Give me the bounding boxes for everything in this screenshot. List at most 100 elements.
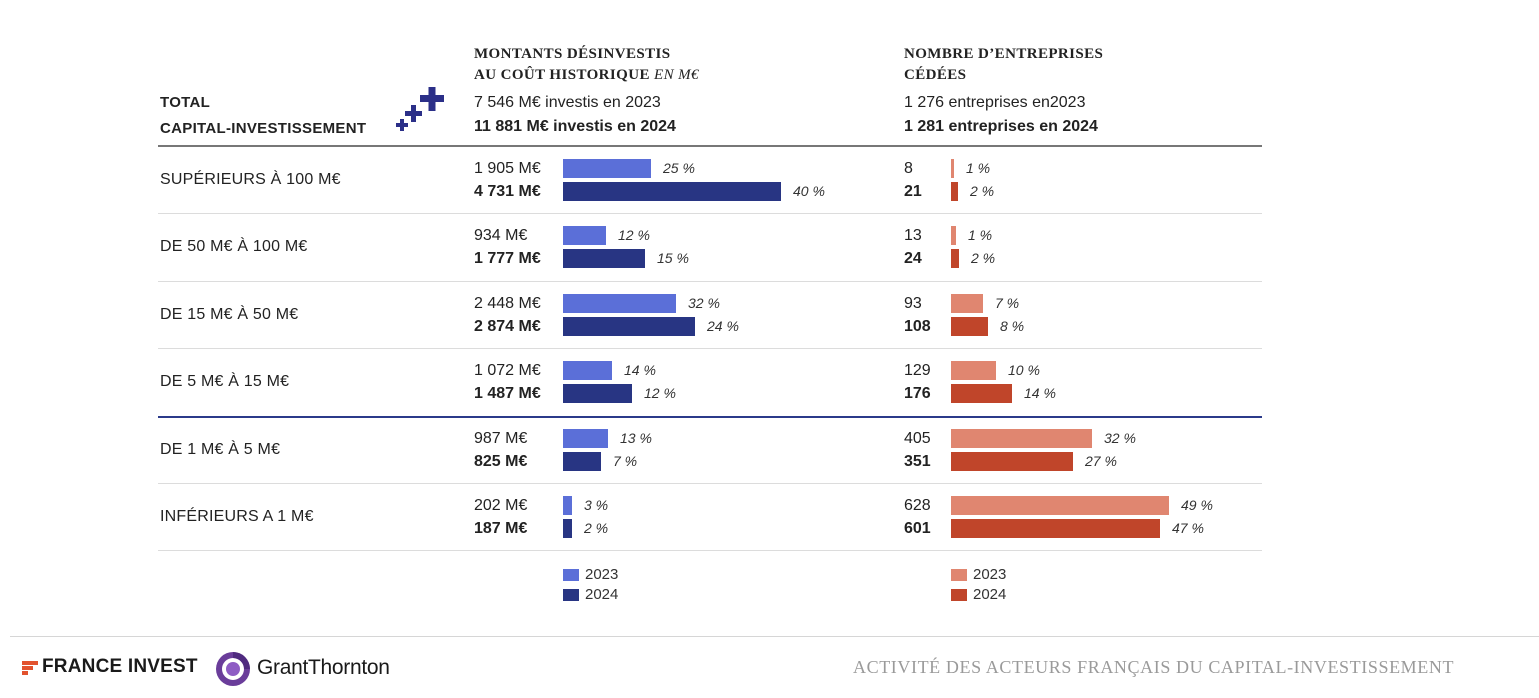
companies-bar-2024 (951, 519, 1160, 538)
category-label: SUPÉRIEURS À 100 M€ (160, 171, 341, 188)
france-invest-logo-text: FRANCE INVEST (42, 656, 198, 677)
section-separator (158, 416, 1262, 418)
companies-bar-2024 (951, 452, 1073, 471)
count-total-2024: 1 281 entreprises en 2024 (904, 118, 1098, 135)
amounts-bar-2023 (563, 496, 572, 515)
companies-bar-2023 (951, 361, 996, 380)
amounts-bar-2024 (563, 317, 695, 336)
total-label-line2: CAPITAL-INVESTISSEMENT (160, 120, 367, 137)
amounts-value-2023: 987 M€ (474, 430, 528, 447)
amounts-pct-2023: 12 % (618, 227, 650, 243)
amount-title-line2: AU COÛT HISTORIQUE EN M€ (474, 67, 699, 83)
amount-title-unit: EN M€ (654, 67, 699, 83)
category-label: DE 50 M€ À 100 M€ (160, 238, 308, 255)
category-label: DE 15 M€ À 50 M€ (160, 306, 299, 323)
companies-bar-2024 (951, 317, 988, 336)
grant-thornton-logo-text: GrantThornton (257, 656, 390, 679)
legend-amount-2024-label: 2024 (585, 586, 619, 603)
companies-value-2023: 8 (904, 160, 913, 177)
companies-bar-2023 (951, 496, 1169, 515)
amounts-pct-2024: 40 % (793, 183, 825, 199)
companies-pct-2023: 49 % (1181, 497, 1213, 513)
companies-pct-2023: 1 % (968, 227, 993, 243)
amounts-value-2024: 2 874 M€ (474, 318, 541, 335)
companies-bar-2023 (951, 429, 1092, 448)
row-separator (158, 281, 1262, 282)
amounts-bar-2023 (563, 159, 651, 178)
amounts-pct-2023: 13 % (620, 430, 652, 446)
row-separator (158, 483, 1262, 484)
amounts-bar-2023 (563, 226, 606, 245)
amount-title-line1: MONTANTS DÉSINVESTIS (474, 46, 671, 62)
amounts-pct-2023: 32 % (688, 295, 720, 311)
footer-divider (10, 636, 1539, 637)
amounts-pct-2024: 2 % (584, 520, 609, 536)
amounts-bar-2024 (563, 384, 632, 403)
count-total-2023: 1 276 entreprises en2023 (904, 94, 1086, 111)
amounts-pct-2024: 7 % (613, 453, 638, 469)
footer-report-title: ACTIVITÉ DES ACTEURS FRANÇAIS DU CAPITAL… (853, 657, 1455, 677)
companies-pct-2024: 27 % (1085, 453, 1117, 469)
amounts-bar-2024 (563, 182, 781, 201)
companies-bar-2023 (951, 159, 954, 178)
legend-amount-2024-swatch (563, 589, 579, 601)
companies-pct-2024: 47 % (1172, 520, 1204, 536)
amounts-pct-2023: 25 % (663, 160, 695, 176)
france-invest-logo-icon (22, 661, 38, 675)
companies-bar-2024 (951, 249, 959, 268)
amounts-bar-2023 (563, 429, 608, 448)
category-label: DE 5 M€ À 15 M€ (160, 373, 290, 390)
companies-value-2024: 108 (904, 318, 931, 335)
companies-pct-2024: 2 % (970, 183, 995, 199)
companies-bar-2023 (951, 226, 956, 245)
companies-value-2024: 24 (904, 250, 922, 267)
companies-pct-2024: 2 % (971, 250, 996, 266)
amounts-value-2023: 202 M€ (474, 497, 528, 514)
grant-thornton-logo-icon (216, 652, 250, 686)
amounts-value-2023: 1 905 M€ (474, 160, 541, 177)
companies-value-2023: 129 (904, 362, 931, 379)
header-separator (158, 145, 1262, 147)
amounts-pct-2024: 12 % (644, 385, 676, 401)
category-label: INFÉRIEURS A 1 M€ (160, 508, 314, 525)
companies-pct-2023: 10 % (1008, 362, 1040, 378)
amounts-value-2023: 2 448 M€ (474, 295, 541, 312)
amounts-value-2023: 934 M€ (474, 227, 528, 244)
companies-pct-2024: 14 % (1024, 385, 1056, 401)
companies-value-2023: 13 (904, 227, 922, 244)
row-separator (158, 213, 1262, 214)
companies-value-2024: 21 (904, 183, 922, 200)
amounts-bar-2023 (563, 361, 612, 380)
amounts-bar-2023 (563, 294, 676, 313)
companies-value-2024: 176 (904, 385, 931, 402)
amounts-value-2024: 4 731 M€ (474, 183, 541, 200)
companies-value-2024: 351 (904, 453, 931, 470)
companies-value-2023: 405 (904, 430, 931, 447)
category-label: DE 1 M€ À 5 M€ (160, 441, 281, 458)
companies-bar-2023 (951, 294, 983, 313)
row-separator (158, 550, 1262, 551)
legend-count-2023-swatch (951, 569, 967, 581)
companies-pct-2023: 7 % (995, 295, 1020, 311)
companies-value-2023: 93 (904, 295, 922, 312)
companies-value-2023: 628 (904, 497, 931, 514)
amount-total-2024: 11 881 M€ investis en 2024 (474, 118, 676, 135)
amounts-value-2024: 825 M€ (474, 453, 528, 470)
count-title-line1: NOMBRE D’ENTREPRISES (904, 46, 1104, 62)
plus-crosses-icon (396, 87, 444, 131)
row-separator (158, 348, 1262, 349)
amounts-pct-2023: 3 % (584, 497, 609, 513)
companies-pct-2023: 32 % (1104, 430, 1136, 446)
amounts-bar-2024 (563, 519, 572, 538)
amounts-pct-2023: 14 % (624, 362, 656, 378)
legend-count-2024-label: 2024 (973, 586, 1007, 603)
companies-bar-2024 (951, 182, 958, 201)
companies-bar-2024 (951, 384, 1012, 403)
amounts-pct-2024: 15 % (657, 250, 689, 266)
legend-count-2024-swatch (951, 589, 967, 601)
amounts-value-2024: 187 M€ (474, 520, 528, 537)
companies-value-2024: 601 (904, 520, 931, 537)
amount-total-2023: 7 546 M€ investis en 2023 (474, 94, 661, 111)
legend-amount-2023-swatch (563, 569, 579, 581)
total-label-line1: TOTAL (160, 94, 211, 111)
